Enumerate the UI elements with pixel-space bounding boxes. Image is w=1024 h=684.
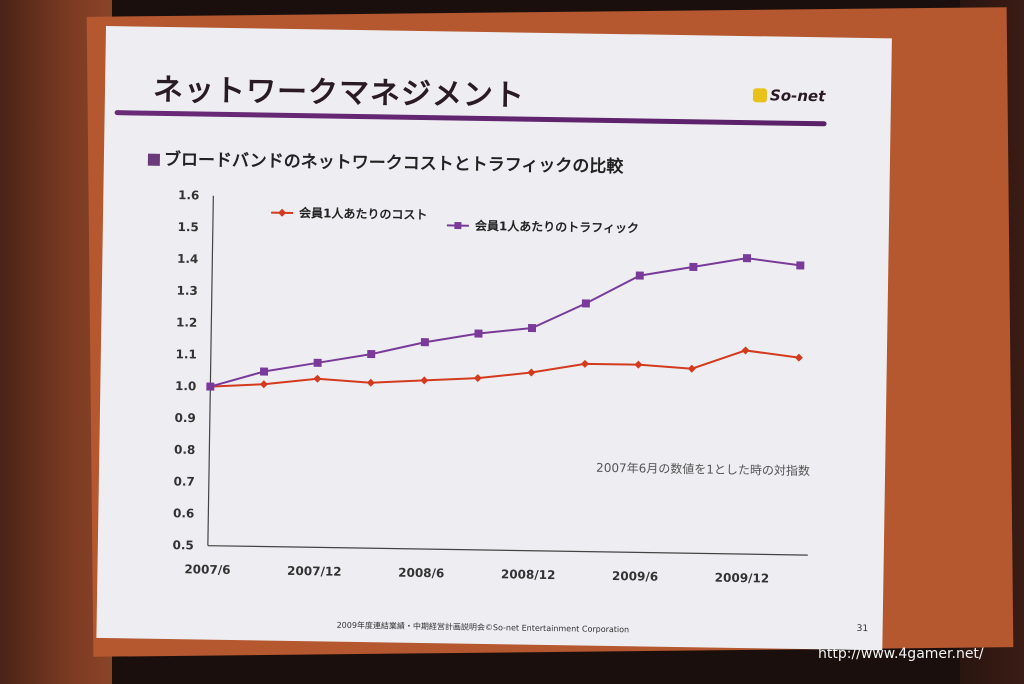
legend-label: 会員1人あたりのコスト: [299, 205, 428, 222]
y-tick-label: 0.6: [173, 506, 194, 520]
y-tick-label: 0.8: [174, 443, 195, 457]
y-tick-label: 1.3: [176, 284, 197, 298]
data-point: [259, 367, 269, 376]
data-point: [794, 353, 803, 362]
data-point: [796, 261, 805, 270]
data-point: [580, 359, 589, 368]
y-tick-label: 1.0: [175, 379, 196, 393]
y-tick-label: 1.6: [178, 188, 199, 202]
y-tick-label: 1.4: [177, 252, 198, 266]
data-point: [581, 299, 590, 308]
chart-annotation: 2007年6月の数値を1とした時の対指数: [596, 460, 810, 478]
series-line: [210, 257, 801, 388]
data-point: [206, 382, 215, 391]
data-point: [635, 271, 644, 280]
legend-item: 会員1人あたりのコスト: [271, 205, 428, 222]
legend-marker: [278, 208, 287, 217]
data-point: [527, 368, 536, 377]
data-point: [313, 358, 322, 367]
y-tick-label: 0.5: [172, 538, 193, 552]
y-tick-label: 1.5: [177, 220, 198, 234]
y-axis-ticks: 0.5 0.6 0.7 0.8 0.9 1.0 1.1 1.2 1.3 1.4 1.5 1.6: [172, 188, 199, 552]
data-point: [420, 376, 429, 385]
y-tick-label: 0.9: [174, 411, 195, 425]
series-1: [206, 346, 803, 391]
x-axis-ticks: 2007/6 2007/12 2008/6 2008/12 2009/6 2009/12: [184, 562, 769, 585]
data-point: [313, 374, 322, 383]
x-tick-label: 2008/12: [501, 567, 556, 582]
line-chart: 0.5 0.6 0.7 0.8 0.9 1.0 1.1 1.2 1.3 1.4 1.5 1.6 200…: [172, 188, 810, 585]
page-number: 31: [856, 623, 869, 635]
x-tick-label: 2007/12: [287, 564, 342, 579]
data-point: [259, 380, 268, 389]
series-layer: [206, 254, 805, 391]
x-tick-label: 2009/12: [715, 571, 770, 586]
data-point: [366, 378, 375, 387]
series-2: [206, 254, 805, 391]
data-point: [689, 262, 698, 271]
data-point: [474, 329, 483, 338]
x-tick-label: 2009/6: [612, 569, 658, 584]
x-tick-label: 2008/6: [398, 566, 444, 581]
data-point: [687, 364, 696, 373]
y-tick-label: 1.2: [176, 315, 197, 329]
watermark-url: http://www.4gamer.net/: [818, 646, 984, 662]
x-tick-label: 2007/6: [184, 562, 230, 577]
legend-item: 会員1人あたりのトラフィック: [446, 218, 639, 236]
data-point: [634, 360, 643, 369]
data-point: [473, 374, 482, 383]
legend-marker: [454, 221, 462, 230]
y-tick-label: 1.1: [175, 347, 196, 361]
data-point: [742, 254, 752, 263]
data-point: [741, 346, 750, 355]
data-point: [367, 350, 376, 359]
x-axis: [207, 545, 808, 556]
legend-label: 会員1人あたりのトラフィック: [475, 218, 639, 236]
slide: ネットワークマネジメント So-net ブロードバンドのネットワークコストとトラ…: [96, 26, 892, 651]
data-point: [420, 338, 429, 347]
series-line: [210, 349, 800, 388]
data-point: [527, 323, 537, 333]
y-axis: [207, 195, 214, 546]
y-tick-label: 0.7: [173, 474, 194, 488]
